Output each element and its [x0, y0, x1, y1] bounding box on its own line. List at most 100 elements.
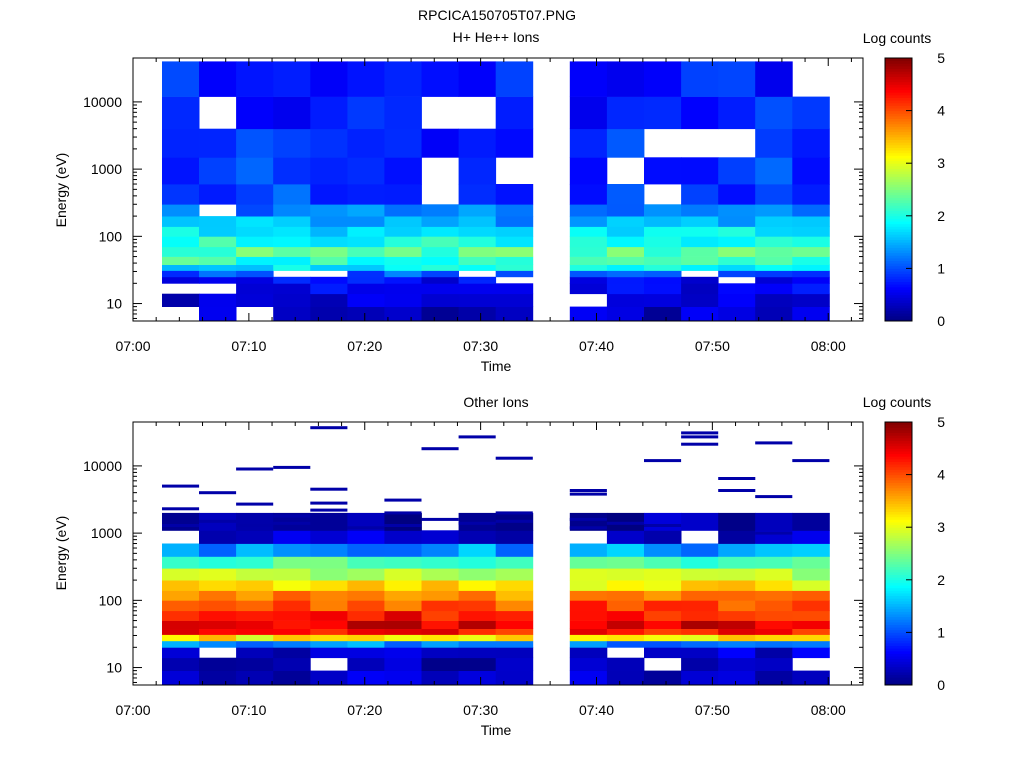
- colorbar-swatch: [885, 79, 912, 83]
- heatmap-cell: [681, 634, 719, 642]
- colorbar-swatch: [885, 635, 912, 639]
- heatmap-cell: [421, 128, 459, 158]
- colorbar-frame: [884, 421, 913, 686]
- heatmap-cell: [162, 657, 200, 671]
- heatmap-cell: [458, 543, 497, 557]
- heatmap-cell: [792, 96, 830, 130]
- heatmap-cell: [495, 670, 534, 686]
- colorbar-swatch: [885, 302, 912, 306]
- colorbar-frame: [884, 57, 913, 322]
- heatmap-cell: [273, 283, 311, 295]
- heatmap-cell: [606, 610, 645, 621]
- x-tick-label: 08:00: [811, 702, 846, 718]
- heatmap-cell: [606, 216, 645, 227]
- x-tick-label: 07:20: [347, 702, 382, 718]
- heatmap-cell: [199, 590, 237, 601]
- colorbar-swatch: [885, 157, 912, 162]
- colorbar-swatch: [885, 482, 912, 486]
- colorbar-tick-label: 1: [937, 624, 945, 640]
- colorbar-swatch: [885, 606, 912, 610]
- heatmap-cell: [718, 264, 756, 271]
- heatmap-cell: [681, 96, 719, 130]
- colorbar-swatch: [885, 574, 912, 578]
- heatmap-cell: [606, 226, 645, 237]
- heatmap-cell: [384, 556, 422, 569]
- colorbar-swatch: [885, 613, 912, 618]
- colorbar-swatch: [885, 242, 912, 246]
- heatmap-cell: [458, 276, 497, 284]
- heatmap-cell: [718, 556, 756, 569]
- heatmap-cell: [162, 543, 200, 557]
- x-tick-label: 08:00: [811, 338, 846, 354]
- heatmap-cell: [569, 276, 608, 284]
- colorbar-swatch: [885, 503, 912, 507]
- heatmap-cell: [162, 246, 200, 257]
- heatmap-cell: [755, 264, 793, 271]
- heatmap-cell: [310, 647, 348, 659]
- heatmap-cell: [384, 204, 422, 217]
- heatmap-cell: [310, 512, 348, 531]
- y-tick-label: 100: [99, 228, 123, 244]
- heatmap-cell: [718, 226, 756, 237]
- heatmap-cell: [569, 236, 608, 248]
- colorbar-swatch: [885, 286, 912, 290]
- colorbar-swatch: [885, 255, 912, 259]
- heatmap-cell: [347, 640, 385, 648]
- heatmap-cell: [681, 246, 719, 257]
- colorbar-swatch: [885, 150, 912, 154]
- heatmap-cell: [273, 640, 311, 648]
- heatmap-cell: [421, 610, 459, 621]
- heatmap-cell: [347, 184, 385, 205]
- heatmap-cell: [606, 256, 645, 265]
- heatmap-cell: [236, 670, 274, 686]
- heatmap-cell: [718, 293, 756, 307]
- panel-title: Other Ions: [463, 394, 528, 410]
- heatmap-cell: [347, 580, 385, 591]
- heatmap-cell: [569, 246, 608, 257]
- heatmap-cell: [569, 670, 608, 686]
- colorbar-swatch: [885, 228, 912, 233]
- colorbar-swatch: [885, 550, 912, 554]
- heatmap-cell: [310, 543, 348, 557]
- heatmap-cell: [644, 620, 682, 629]
- heatmap-cell: [755, 495, 793, 499]
- heatmap-cell: [273, 465, 311, 469]
- heatmap-cell: [421, 628, 459, 635]
- colorbar-tick-label: 1: [937, 260, 945, 276]
- heatmap-cell: [495, 283, 534, 295]
- colorbar-swatch: [885, 564, 912, 568]
- heatmap-cell: [718, 306, 756, 322]
- colorbar-label: Log counts: [863, 30, 932, 46]
- heatmap-cell: [569, 489, 607, 492]
- heatmap-cell: [310, 276, 348, 284]
- heatmap-cell: [162, 256, 200, 265]
- heatmap-cell: [792, 556, 830, 569]
- heatmap-cell: [236, 236, 274, 248]
- colorbar-tick-label: 0: [937, 313, 945, 329]
- heatmap-cell: [644, 157, 682, 185]
- colorbar-swatch: [885, 519, 912, 523]
- heatmap-cell: [273, 634, 311, 642]
- axes-ticks: 07:00 07:10 07:20 07:30 07:40 07:50 08:00 10 100…: [83, 58, 863, 354]
- figure-title: RPCICA150705T07.PNG: [418, 7, 576, 23]
- colorbar-swatch: [885, 485, 912, 489]
- heatmap-cell: [569, 283, 608, 295]
- heatmap-cell: [273, 580, 311, 591]
- colorbar-swatch: [885, 107, 912, 112]
- heatmap-cell: [644, 264, 682, 271]
- heatmap-cell: [755, 157, 793, 185]
- colorbar-swatch: [885, 249, 912, 254]
- heatmap-cell: [162, 556, 200, 569]
- heatmap-cell: [569, 590, 608, 601]
- heatmap-cell: [384, 236, 422, 248]
- heatmap-cell: [569, 264, 608, 271]
- heatmap-cell: [681, 600, 719, 612]
- colorbar-swatch: [885, 529, 912, 533]
- heatmap-cell: [236, 96, 274, 130]
- colorbar-swatch: [885, 521, 912, 526]
- colorbar-swatch: [885, 142, 912, 146]
- colorbar-swatch: [885, 102, 912, 106]
- heatmap-cell: [495, 610, 534, 621]
- heatmap-cell: [310, 256, 348, 265]
